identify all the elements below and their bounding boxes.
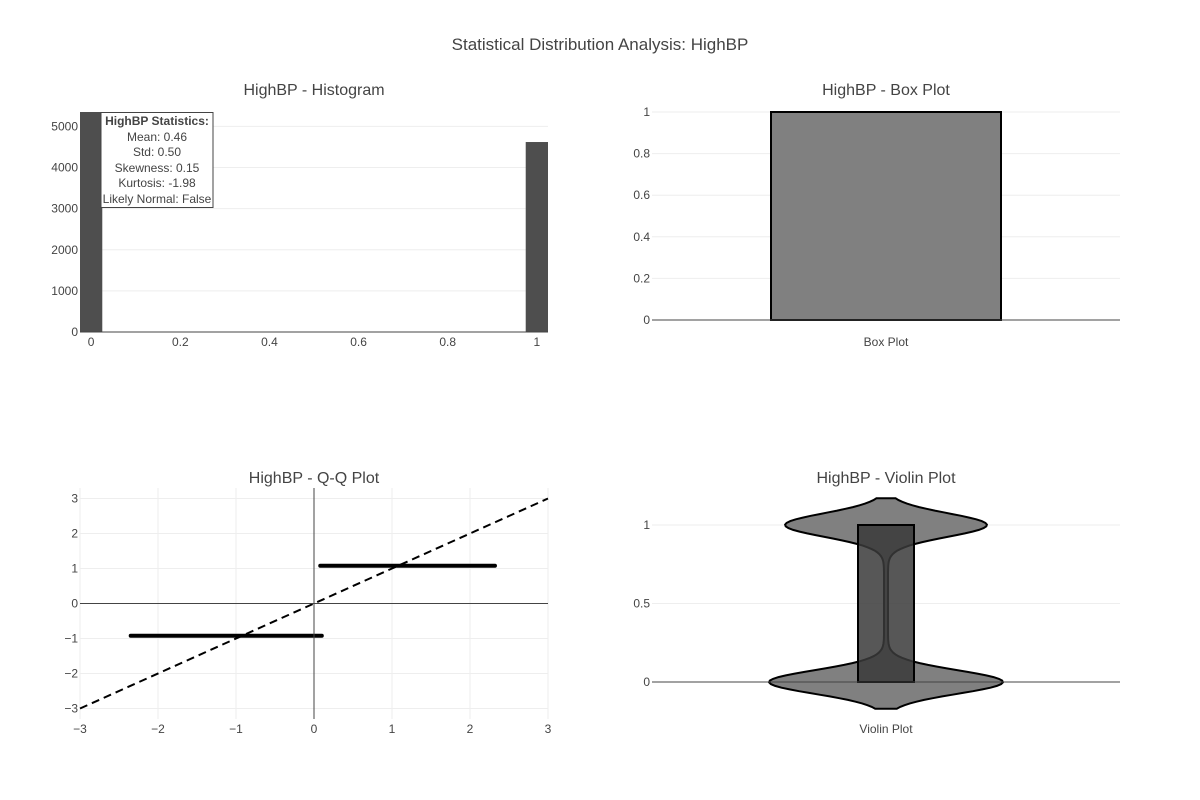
boxplot-y-tick-label: 0.4: [633, 230, 650, 244]
stats-normality: Likely Normal: False: [103, 192, 212, 206]
boxplot-y-tick-label: 0.8: [633, 147, 650, 161]
violin-y-tick-label: 0: [643, 675, 650, 689]
boxplot-box: [770, 111, 1002, 321]
histogram-panel: HighBP - Histogram 0 1000 2000 3000 4000 5000…: [51, 82, 548, 349]
boxplot-y-tick-label: 0.2: [633, 271, 650, 285]
qqplot-y-tick-label: −2: [64, 667, 78, 681]
histogram-x-tick-label: 0.6: [350, 335, 367, 349]
qqplot-axes: −3 −2 −1 0 1 2 3 −3 −2 −1 0 1 2 3: [64, 488, 552, 736]
qqplot-x-tick-label: 1: [389, 722, 396, 736]
boxplot-category-label: Box Plot: [864, 335, 909, 349]
boxplot-title: HighBP - Box Plot: [822, 82, 950, 99]
qqplot-y-tick-label: −1: [64, 632, 78, 646]
histogram-bar: [80, 112, 103, 332]
violin-y-tick-label: 1: [643, 518, 650, 532]
boxplot-y-tick-label: 0: [643, 313, 650, 327]
histogram-y-tick-label: 4000: [51, 161, 78, 175]
stats-box-frame: [100, 112, 214, 208]
qqplot-x-tick-label: −1: [229, 722, 243, 736]
histogram-y-tick-label: 5000: [51, 119, 78, 133]
histogram-x-tick-label: 1: [534, 335, 541, 349]
qqplot-reference-line: [79, 497, 549, 710]
stats-skewness: Skewness: 0.15: [115, 161, 200, 175]
histogram-y-tick-label: 3000: [51, 202, 78, 216]
stats-std: Std: 0.50: [133, 145, 181, 159]
histogram-x-tick-label: 0.8: [439, 335, 456, 349]
histogram-x-tick-label: 0: [88, 335, 95, 349]
qqplot-y-tick-label: 1: [71, 562, 78, 576]
violin-title: HighBP - Violin Plot: [816, 470, 956, 487]
stats-kurtosis: Kurtosis: -1.98: [118, 176, 196, 190]
qqplot-y-tick-label: −3: [64, 702, 78, 716]
stats-mean: Mean: 0.46: [127, 130, 187, 144]
boxplot-y-tick-label: 1: [643, 105, 650, 119]
histogram-bars: [80, 112, 548, 332]
qqplot-panel: HighBP - Q-Q Plot −3 −2 −1 0 1 2 3 −3 −2 −1 0 1 2 3: [64, 470, 551, 736]
violin-category-label: Violin Plot: [859, 722, 913, 736]
histogram-axes: 0 1000 2000 3000 4000 5000 0 0.2 0.4 0.6 0.8 1: [51, 119, 548, 349]
boxplot-y-tick-label: 0.6: [633, 188, 650, 202]
histogram-y-tick-label: 2000: [51, 243, 78, 257]
qqplot-x-tick-label: 3: [545, 722, 552, 736]
boxplot-panel: HighBP - Box Plot 0 0.2 0.4 0.6 0.8 1 Box Plo…: [633, 82, 1120, 349]
histogram-title: HighBP - Histogram: [243, 82, 384, 99]
qqplot-x-tick-label: 2: [467, 722, 474, 736]
violin-panel: HighBP - Violin Plot 00.51 Violin Plot: [633, 470, 1120, 736]
boxplot-axes: 0 0.2 0.4 0.6 0.8 1: [633, 105, 1120, 327]
histogram-x-tick-label: 0.2: [172, 335, 189, 349]
boxplot-mark: [770, 111, 1002, 321]
figure-title: Statistical Distribution Analysis: HighB…: [452, 35, 749, 54]
qqplot-y-tick-label: 2: [71, 527, 78, 541]
violin-axes: 00.51: [633, 518, 1120, 689]
violin-mark: [767, 497, 1005, 710]
histogram-stats-box: HighBP Statistics: Mean: 0.46 Std: 0.50 …: [100, 112, 214, 208]
histogram-y-tick-label: 0: [71, 325, 78, 339]
qqplot-x-tick-label: 0: [311, 722, 318, 736]
qqplot-y-tick-label: 0: [71, 597, 78, 611]
histogram-x-tick-label: 0.4: [261, 335, 278, 349]
qqplot-title: HighBP - Q-Q Plot: [249, 470, 380, 487]
violin-inner-box: [857, 524, 915, 683]
qqplot-marks: [79, 497, 549, 710]
qqplot-y-tick-label: 3: [71, 492, 78, 506]
qqplot-x-tick-label: −3: [73, 722, 87, 736]
qqplot-x-tick-label: −2: [151, 722, 165, 736]
histogram-bar: [525, 142, 548, 332]
histogram-y-tick-label: 1000: [51, 284, 78, 298]
violin-y-tick-label: 0.5: [633, 597, 650, 611]
stats-box-title: HighBP Statistics:: [105, 114, 209, 128]
